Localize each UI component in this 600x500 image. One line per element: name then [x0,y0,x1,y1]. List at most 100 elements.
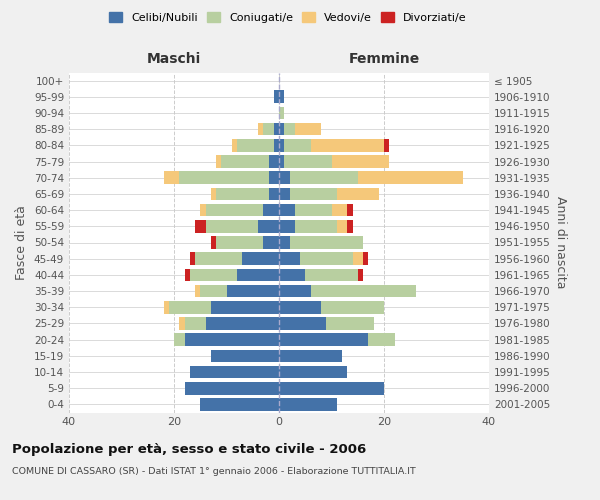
Bar [185,268,190,281]
Bar [205,220,258,232]
Bar [205,317,279,330]
Bar [279,252,300,265]
Bar [290,172,358,184]
Bar [284,123,295,136]
Bar [295,123,321,136]
Text: COMUNE DI CASSARO (SR) - Dati ISTAT 1° gennaio 2006 - Elaborazione TUTTITALIA.IT: COMUNE DI CASSARO (SR) - Dati ISTAT 1° g… [12,468,416,476]
Bar [163,172,179,184]
Bar [295,204,331,216]
Bar [279,317,326,330]
Bar [195,220,205,232]
Bar [279,90,284,103]
Legend: Celibi/Nubili, Coniugati/e, Vedovi/e, Divorziati/e: Celibi/Nubili, Coniugati/e, Vedovi/e, Di… [105,8,471,28]
Bar [284,155,331,168]
Bar [284,139,311,151]
Bar [216,236,263,249]
Bar [337,220,347,232]
Text: Maschi: Maschi [147,52,201,66]
Bar [311,285,415,298]
Bar [195,285,200,298]
Bar [169,301,211,314]
Bar [242,252,279,265]
Bar [279,268,305,281]
Bar [274,123,279,136]
Bar [279,155,284,168]
Bar [321,301,384,314]
Bar [279,188,290,200]
Bar [274,90,279,103]
Bar [211,350,279,362]
Bar [279,123,284,136]
Bar [326,317,373,330]
Bar [337,188,379,200]
Y-axis label: Fasce di età: Fasce di età [16,205,28,280]
Bar [279,398,337,410]
Bar [211,188,216,200]
Bar [274,139,279,151]
Bar [179,317,185,330]
Bar [263,204,279,216]
Bar [211,236,216,249]
Bar [269,172,279,184]
Bar [221,155,269,168]
Bar [190,268,237,281]
Bar [279,236,290,249]
Bar [353,252,363,265]
Bar [237,268,279,281]
Bar [358,268,363,281]
Bar [200,398,279,410]
Bar [185,334,279,346]
Bar [331,204,347,216]
Bar [174,334,185,346]
Bar [185,382,279,394]
Bar [258,123,263,136]
Bar [279,382,384,394]
Bar [179,172,269,184]
Bar [195,252,242,265]
Bar [384,139,389,151]
Bar [216,188,269,200]
Bar [279,172,290,184]
Bar [279,301,321,314]
Bar [185,317,205,330]
Bar [347,204,353,216]
Bar [232,139,237,151]
Bar [216,155,221,168]
Bar [263,236,279,249]
Bar [163,301,169,314]
Bar [279,139,284,151]
Bar [279,106,284,120]
Bar [269,188,279,200]
Text: Femmine: Femmine [349,52,419,66]
Bar [190,366,279,378]
Bar [305,268,358,281]
Y-axis label: Anni di nascita: Anni di nascita [554,196,567,288]
Bar [331,155,389,168]
Bar [290,188,337,200]
Bar [279,285,311,298]
Bar [200,285,227,298]
Bar [358,172,463,184]
Text: Popolazione per età, sesso e stato civile - 2006: Popolazione per età, sesso e stato civil… [12,442,366,456]
Bar [279,366,347,378]
Bar [311,139,384,151]
Bar [347,220,353,232]
Bar [279,220,295,232]
Bar [290,236,363,249]
Bar [363,252,368,265]
Bar [368,334,395,346]
Bar [205,204,263,216]
Bar [279,350,342,362]
Bar [263,123,274,136]
Bar [295,220,337,232]
Bar [279,204,295,216]
Bar [300,252,353,265]
Bar [279,334,368,346]
Bar [237,139,274,151]
Bar [200,204,205,216]
Bar [258,220,279,232]
Bar [190,252,195,265]
Bar [227,285,279,298]
Bar [269,155,279,168]
Bar [211,301,279,314]
